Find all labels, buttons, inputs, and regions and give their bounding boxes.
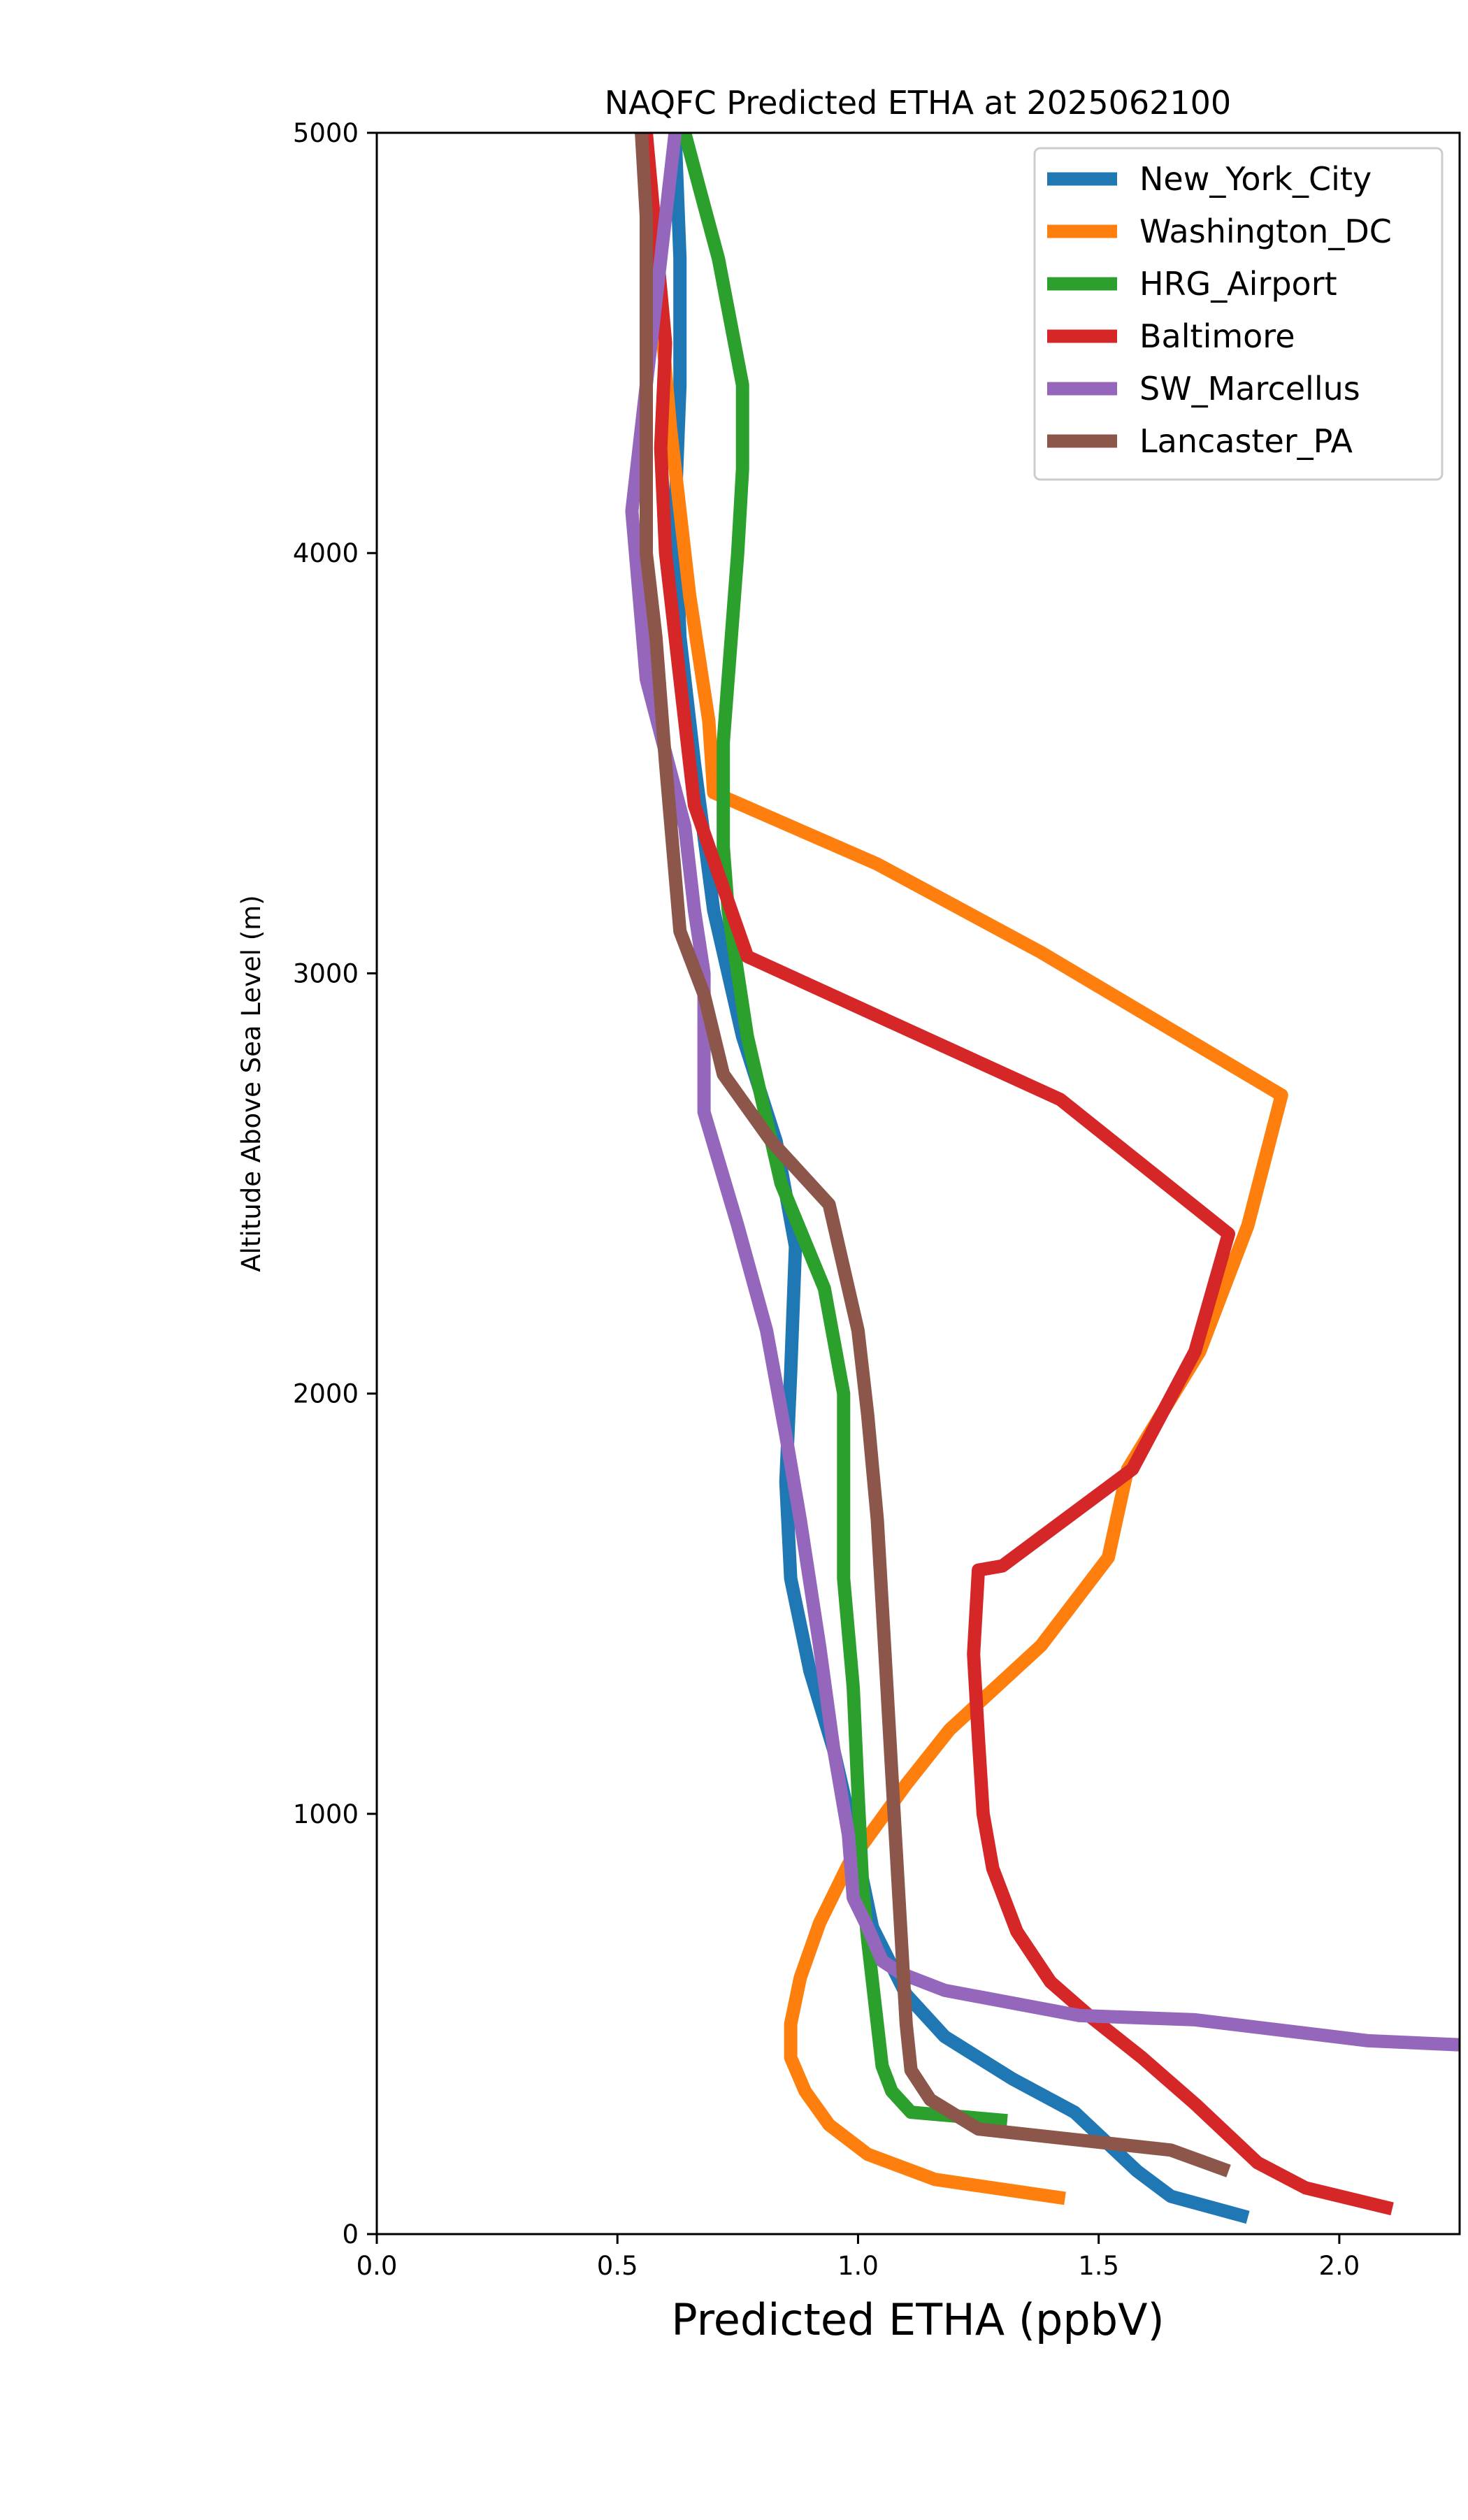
chart-title: NAQFC Predicted ETHA at 2025062100 — [605, 84, 1231, 122]
y-axis-ticks: 0 1000 2000 3000 4000 5000 — [293, 118, 377, 2249]
legend-label: Baltimore — [1139, 317, 1295, 355]
y-tick-label: 4000 — [293, 538, 359, 568]
y-tick-label: 3000 — [293, 958, 359, 988]
series-layer — [625, 133, 1460, 2224]
series-line-washington-dc — [640, 133, 1288, 2205]
legend-label: HRG_Airport — [1139, 265, 1337, 303]
y-tick-label: 5000 — [293, 118, 359, 148]
x-tick-label: 0.0 — [357, 2251, 398, 2281]
y-tick-label: 1000 — [293, 1799, 359, 1829]
x-axis-label: Predicted ETHA (ppbV) — [671, 2294, 1164, 2345]
legend-label: SW_Marcellus — [1139, 370, 1360, 408]
series-line-sw-marcellus — [625, 133, 1460, 2052]
x-tick-label: 0.5 — [597, 2251, 638, 2281]
x-tick-label: 1.0 — [837, 2251, 879, 2281]
plot-frame — [375, 131, 1461, 2235]
series-line-lancaster-pa — [635, 133, 1231, 2177]
x-tick-label: 1.5 — [1078, 2251, 1119, 2281]
x-tick-label: 2.0 — [1318, 2251, 1360, 2281]
legend-label: New_York_City — [1139, 160, 1372, 198]
series-line-baltimore — [640, 133, 1394, 2216]
x-axis-ticks: 0.0 0.5 1.0 1.5 2.0 — [357, 2234, 1360, 2281]
y-tick-label: 2000 — [293, 1379, 359, 1409]
legend-label: Washington_DC — [1139, 213, 1392, 250]
y-tick-label: 0 — [342, 2219, 359, 2249]
y-axis-label: Altitude Above Sea Level (m) — [236, 895, 266, 1272]
legend-label: Lancaster_PA — [1139, 422, 1353, 460]
series-line-hrg-airport — [678, 133, 1008, 2128]
legend: New_York_City Washington_DC HRG_Airport Bal… — [1033, 147, 1444, 481]
legend-box — [1033, 147, 1444, 481]
